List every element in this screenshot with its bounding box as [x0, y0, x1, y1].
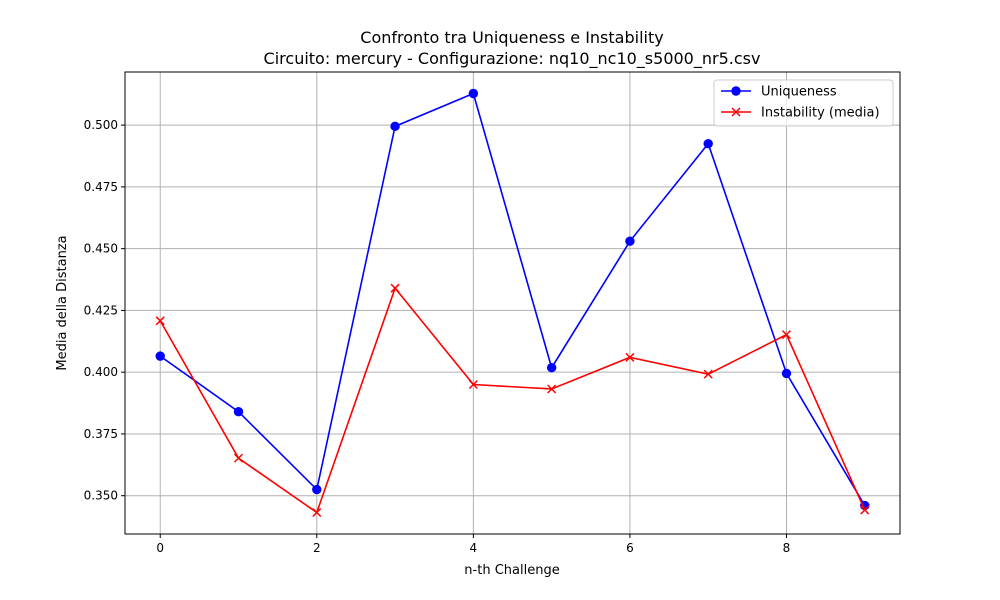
legend-label: Instability (media) [761, 106, 880, 121]
legend-box [713, 79, 894, 127]
series-line-instability-media [159, 286, 866, 514]
data-point-uniqueness [390, 121, 400, 132]
data-point-instability-media [233, 453, 244, 463]
data-point-instability-media [547, 384, 557, 394]
y-tick-label: 0.425 [84, 303, 118, 317]
data-point-instability-media [468, 379, 478, 390]
y-axis-label: Media della Distanza [55, 235, 70, 370]
chart-title: Confronto tra Uniqueness e Instability [360, 28, 663, 47]
y-tick-label: 0.350 [84, 489, 118, 503]
data-point-instability-media [781, 330, 792, 340]
data-point-uniqueness [155, 351, 165, 361]
x-tick-label: 4 [470, 541, 478, 555]
data-point-uniqueness [468, 88, 479, 99]
plot-series [155, 88, 870, 518]
data-point-instability-media [390, 283, 400, 293]
x-tick-label: 0 [156, 541, 164, 555]
y-tick-label: 0.500 [84, 118, 118, 132]
data-point-instability-media [860, 505, 870, 515]
grid [125, 72, 900, 534]
y-tick-label: 0.450 [84, 242, 118, 256]
legend-item-instability-media: Instability (media) [721, 106, 880, 121]
data-point-instability-media [625, 352, 635, 362]
x-tick-label: 6 [626, 541, 634, 555]
legend-marker [731, 86, 741, 96]
y-tick-label: 0.375 [84, 427, 118, 441]
legend-marker [731, 107, 741, 117]
data-point-instability-media [155, 316, 165, 326]
series-instability-media [155, 283, 870, 518]
data-point-instability-media [312, 507, 322, 518]
y-tick-label: 0.475 [84, 180, 118, 194]
x-tick-label: 2 [313, 541, 321, 555]
chart-subtitle: Circuito: mercury - Configurazione: nq10… [264, 49, 761, 69]
legend: Uniqueness Instability (media) [713, 79, 894, 127]
series-line-uniqueness [159, 92, 866, 506]
legend-label: Uniqueness [761, 85, 837, 100]
data-point-uniqueness [546, 363, 557, 373]
y-tick-label: 0.400 [84, 365, 118, 379]
data-point-uniqueness [312, 484, 322, 495]
axis-ticks: 0 2 4 6 8 0.350 0.375 0.400 0.425 0.450 0.475 0.500 [84, 118, 791, 555]
series-uniqueness [155, 88, 870, 511]
plot-frame [124, 71, 901, 535]
data-point-uniqueness [781, 368, 792, 379]
data-point-instability-media [703, 369, 713, 379]
data-point-uniqueness [233, 407, 244, 417]
data-point-uniqueness [625, 236, 635, 246]
x-tick-label: 8 [783, 541, 791, 555]
x-axis-label: n-th Challenge [464, 563, 559, 578]
data-point-uniqueness [703, 138, 713, 149]
legend-item-uniqueness: Uniqueness [721, 85, 837, 100]
